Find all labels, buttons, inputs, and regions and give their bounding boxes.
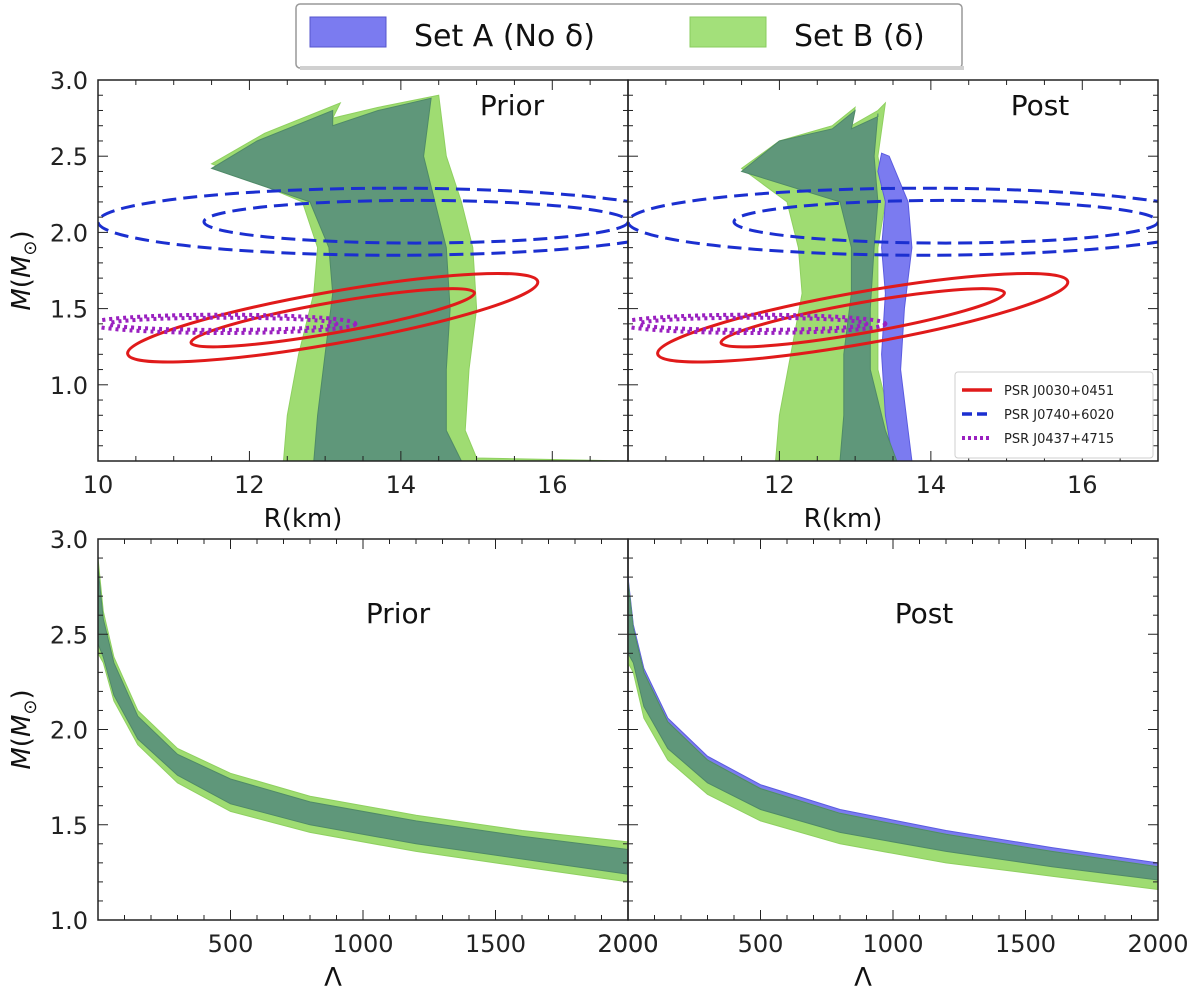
y-tick-label: 1.0 (50, 907, 88, 935)
x-tick-label: 10 (83, 471, 114, 499)
contour-dashed (732, 198, 1158, 245)
y-axis-title: M(M⊙) (7, 230, 41, 310)
pulsar-legend-label: PSR J0437+4715 (1004, 432, 1114, 447)
legend-swatch-set-b (689, 16, 767, 48)
y-axis-title-sun: ⊙ (20, 700, 41, 715)
panel-4: 500 1000 1500 2000 2000 Λ Post (597, 538, 1189, 993)
panel-title: Post (895, 597, 954, 630)
pulsar-legend: PSR J0030+0451 PSR J0740+6020 PSR J0437+47… (954, 371, 1154, 459)
y-tick-label: 1.5 (50, 296, 88, 324)
contour-solid (126, 271, 540, 364)
pulsar-legend-label: PSR J0030+0451 (1004, 384, 1114, 399)
y-axis-title-msun: M (7, 256, 37, 278)
band-setB (628, 580, 1158, 891)
y-tick-label: 2.5 (50, 621, 88, 649)
panel-title: Post (1011, 89, 1070, 122)
top-legend: Set A (No δ) Set B (δ) (295, 3, 964, 70)
plot-area (628, 577, 1158, 891)
panel-2: 12 14 16 R(km) Post (627, 79, 1159, 534)
x-tick-label: 16 (1067, 471, 1098, 499)
contour-dashed (98, 186, 628, 257)
pulsar-legend-label: PSR J0740+6020 (1004, 408, 1114, 423)
x-tick-label: 2000 (1127, 930, 1188, 958)
band-overlap (98, 567, 628, 875)
contour-dashed (202, 198, 628, 245)
contour-dotted (637, 315, 869, 332)
y-tick-label: 1.0 (50, 372, 88, 400)
x-tick-label: 500 (738, 930, 784, 958)
x-axis-title: R(km) (264, 504, 343, 534)
y-axis-title-open: ( (7, 278, 37, 288)
pulsar-legend-frame (954, 371, 1154, 459)
plot-area (628, 101, 1158, 461)
x-tick-label: 2000 (597, 930, 658, 958)
y-axis-title-close: ) (7, 230, 37, 240)
band-overlap (628, 580, 1158, 881)
x-tick-label: 14 (386, 471, 417, 499)
y-axis-title-sun: ⊙ (20, 241, 41, 256)
panels: 10 12 14 161.01.52.02.53.0M(M⊙)R(km)Prior12… (7, 67, 1189, 993)
legend-swatch-set-a (309, 16, 387, 48)
x-tick-label: 12 (764, 471, 795, 499)
contour-dashed (628, 186, 1158, 257)
y-axis-title-msun: M (7, 715, 37, 737)
y-axis-title-m: M (7, 747, 37, 769)
y-tick-label: 1.5 (50, 812, 88, 840)
y-tick-label: 3.0 (50, 526, 88, 554)
x-axis-title: Λ (324, 963, 342, 993)
contour-dotted (107, 315, 339, 332)
y-tick-label: 2.5 (50, 143, 88, 171)
band-overlap (740, 109, 898, 461)
contour-dotted (98, 312, 358, 335)
x-axis-title: R(km) (804, 504, 883, 534)
y-tick-label: 2.0 (50, 219, 88, 247)
x-tick-label: 2000 (597, 930, 658, 958)
panel-title: Prior (480, 89, 545, 122)
contour-solid (189, 287, 476, 349)
y-axis-title-open: ( (7, 737, 37, 747)
x-tick-label: 1500 (465, 930, 526, 958)
panel-1: 10 12 14 161.01.52.02.53.0M(M⊙)R(km)Prior (7, 67, 629, 534)
x-tick-label: 16 (537, 471, 568, 499)
y-axis-title: M(M⊙) (7, 689, 41, 769)
panel-3: 500 1000 1500 20001.01.52.02.53.0M(M⊙)ΛPrio… (7, 526, 659, 993)
y-tick-label: 2.0 (50, 717, 88, 745)
legend-label-set-a: Set A (No δ) (414, 19, 595, 54)
contour-dotted (628, 312, 888, 335)
panel-title: Prior (366, 597, 431, 630)
x-tick-label: 12 (234, 471, 265, 499)
x-tick-label: 500 (208, 930, 254, 958)
legend-label-set-b: Set B (δ) (794, 19, 925, 54)
plot-area (98, 94, 628, 461)
y-axis-title-close: ) (7, 689, 37, 699)
contour-solid (719, 287, 1006, 349)
x-tick-label: 1500 (995, 930, 1056, 958)
x-tick-label: 14 (916, 471, 947, 499)
contour-solid (656, 271, 1070, 364)
y-axis-title-m: M (7, 288, 37, 310)
legend-shadow (300, 66, 964, 70)
y-tick-label: 3.0 (50, 67, 88, 95)
x-tick-label: 1000 (332, 930, 393, 958)
x-tick-label: 1000 (862, 930, 923, 958)
plot-area (98, 557, 628, 883)
x-axis-title: Λ (854, 963, 872, 993)
